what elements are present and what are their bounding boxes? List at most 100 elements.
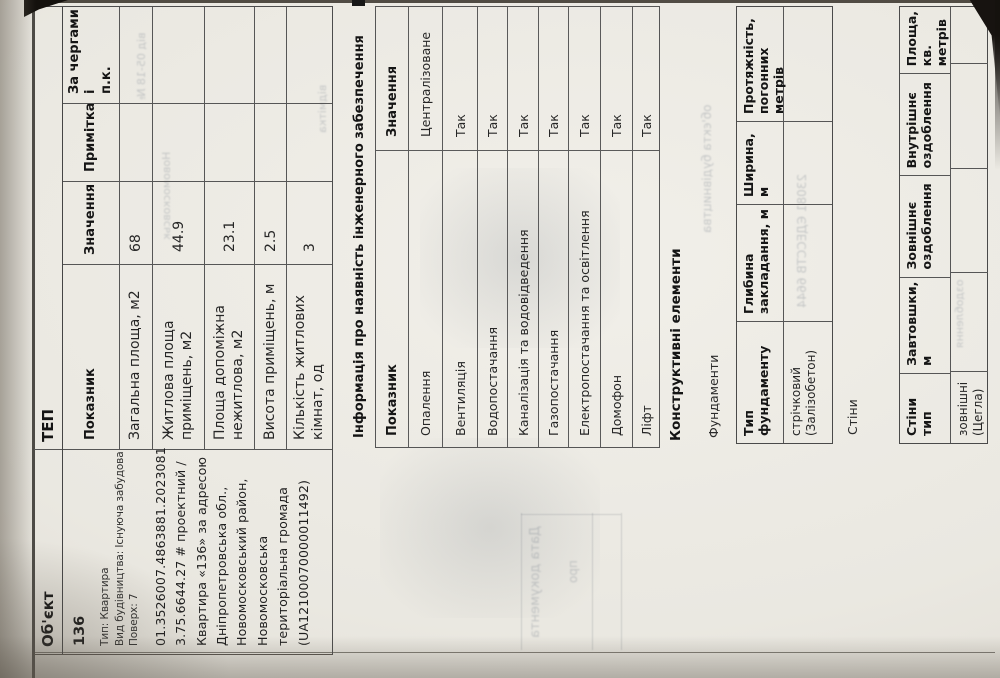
table-row: Загальна площа, м2 68 xyxy=(120,7,153,449)
object-id-line: Новомосковська xyxy=(254,535,270,646)
walls-interior-value xyxy=(951,64,988,169)
tep-row-stage xyxy=(255,7,286,104)
tep-row-note xyxy=(120,104,152,182)
walls-type-value: зовнішні (Цегла) xyxy=(956,381,985,436)
paper-left-shadow xyxy=(0,0,36,678)
table-row: Домофон Так xyxy=(601,7,633,447)
foundations-table: Тип фундаменту Глибина закладання, м Шир… xyxy=(736,6,833,444)
tep-header-note: Примітка xyxy=(63,102,119,182)
foundations-header-type: Тип фундаменту xyxy=(741,345,771,436)
engineering-row-value: Так xyxy=(633,7,659,151)
tep-row-value: 44.9 xyxy=(153,182,204,265)
foundations-length-value xyxy=(784,7,832,122)
tep-row-stage xyxy=(205,7,254,104)
engineering-row-label: Домофон xyxy=(609,375,624,436)
table-row: Ліфт Так xyxy=(633,7,659,447)
paper-top-edge xyxy=(28,0,972,3)
engineering-row-label: Опалення xyxy=(418,370,433,436)
engineering-header-indicator: Показник xyxy=(384,364,400,436)
engineering-row-label: Каналізація та водовідведення xyxy=(515,229,531,436)
engineering-row-label: Вентиляція xyxy=(452,361,468,436)
walls-label: Стіни xyxy=(845,399,860,435)
tep-header-value: Значення xyxy=(63,182,119,265)
engineering-row-value: Так xyxy=(539,7,568,151)
walls-exterior-value xyxy=(951,169,988,273)
tep-row-stage xyxy=(153,7,204,104)
tep-row-note xyxy=(255,104,286,182)
engineering-row-label: Ліфт xyxy=(638,405,654,436)
object-id-line: Новомосковський район, xyxy=(234,478,250,646)
walls-header-type: Стіни тип xyxy=(904,397,934,436)
object-id-line: територіальна громада xyxy=(275,487,291,646)
engineering-row-value: Так xyxy=(478,7,507,151)
foundations-type-value: стрічковий (Залізобетон) xyxy=(789,349,818,436)
bleedthrough-line xyxy=(621,513,622,650)
walls-header-area: Площа, кв. метрів xyxy=(900,6,950,75)
table-row: Водопостачання Так xyxy=(478,7,508,447)
edge-ink-mark xyxy=(352,0,365,6)
table-row: зовнішні (Цегла) xyxy=(951,7,988,443)
engineering-row-value: Централізоване xyxy=(409,7,442,151)
engineering-row-value: Так xyxy=(508,7,538,151)
tep-row-value: 2.5 xyxy=(255,182,286,265)
tep-row-stage xyxy=(287,7,332,104)
foundations-label: Фундаменти xyxy=(706,354,721,438)
table-row: Газопостачання Так xyxy=(539,7,569,447)
table-row: Опалення Централізоване xyxy=(409,7,443,447)
tep-row-value: 68 xyxy=(120,182,152,265)
object-id-line: (UA12100070000011492) xyxy=(295,480,311,646)
foundations-width-value xyxy=(784,122,832,205)
engineering-row-label: Електропостачання та освітлення xyxy=(577,210,592,436)
table-row: стрічковий (Залізобетон) xyxy=(784,7,832,443)
paper-right-edge-shadow xyxy=(995,0,1000,170)
tep-table: Показник Значення Примітка За чергами і … xyxy=(63,7,332,449)
engineering-row-value: Так xyxy=(569,7,600,151)
foundations-depth-value xyxy=(784,205,832,322)
walls-header-row: Стіни тип Завтовшки, м Зовнішнє оздоблен… xyxy=(900,6,951,443)
tep-header-row: Показник Значення Примітка За чергами і … xyxy=(63,7,120,449)
tep-row-value: 3 xyxy=(287,182,332,265)
engineering-header-row: Показник Значення xyxy=(376,7,409,447)
tep-row-note xyxy=(287,104,332,182)
table-row: Електропостачання та освітлення Так xyxy=(569,7,601,447)
table-row: Кількість житлових кімнат, од 3 xyxy=(287,7,332,449)
engineering-row-label: Водопостачання xyxy=(485,326,500,436)
engineering-row-label: Газопостачання xyxy=(546,329,561,436)
engineering-table: Показник Значення Опалення Централізован… xyxy=(375,6,660,448)
tep-row-label: Житлова площа приміщень, м2 xyxy=(161,320,195,440)
engineering-header-value: Значення xyxy=(376,7,408,151)
foundations-header-row: Тип фундаменту Глибина закладання, м Шир… xyxy=(737,7,786,443)
walls-header-interior-finish: Внутрішнє оздоблення xyxy=(900,74,950,177)
tep-row-label: Загальна площа, м2 xyxy=(127,290,144,440)
table-row: Житлова площа приміщень, м2 44.9 xyxy=(153,7,205,449)
table-row: Площа допоміжна нежитлова, м2 23.1 xyxy=(205,7,255,449)
walls-table: Стіни тип Завтовшки, м Зовнішнє оздоблен… xyxy=(899,6,988,444)
tep-section-title: ТЕП xyxy=(39,408,57,442)
foundations-header-depth: Глибина закладання, м xyxy=(737,205,783,322)
table-row: Вентиляція Так xyxy=(443,7,478,447)
walls-header-thickness: Завтовшки, м xyxy=(900,277,950,374)
bleedthrough-smudge xyxy=(380,438,600,618)
engineering-section-title: Інформація про наявність інженерного заб… xyxy=(352,35,367,438)
tep-header-stage: За чергами і п.к. xyxy=(63,7,119,104)
table-row: Висота приміщень, м 2.5 xyxy=(255,7,287,449)
tep-row-stage xyxy=(120,7,152,104)
table-row: Каналізація та водовідведення Так xyxy=(508,7,539,447)
walls-header-exterior-finish: Зовнішнє оздоблення xyxy=(900,176,950,278)
tep-row-note xyxy=(205,104,254,182)
tep-header-indicator: Показник xyxy=(83,368,98,440)
construction-section-title: Конструктивні елементи xyxy=(668,248,684,441)
tep-row-label: Висота приміщень, м xyxy=(261,283,278,440)
tep-row-label: Площа допоміжна нежитлова, м2 xyxy=(212,304,246,440)
bleedthrough-text: об'єкта будівництва xyxy=(700,104,714,233)
paper-corner-shadow xyxy=(0,538,230,678)
engineering-row-value: Так xyxy=(443,7,477,151)
foundations-header-length: Протяжність, погонних метрів xyxy=(737,7,786,122)
foundations-header-width: Ширина, м xyxy=(737,122,783,205)
tep-row-note xyxy=(153,104,204,182)
paper-bottom-shadow xyxy=(0,636,1000,678)
engineering-row-value: Так xyxy=(601,7,632,151)
tep-row-label: Кількість житлових кімнат, од xyxy=(292,295,326,440)
